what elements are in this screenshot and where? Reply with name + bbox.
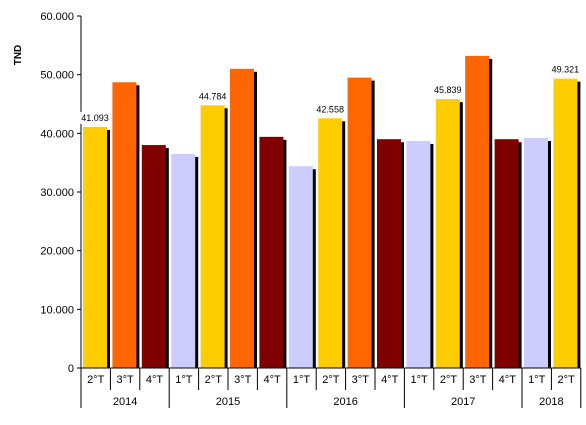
data-label: 42.558 bbox=[316, 104, 344, 114]
x-tick-label: 1°T bbox=[293, 374, 311, 386]
bar-2014-3°T bbox=[112, 82, 137, 368]
x-tick-label: 3°T bbox=[234, 374, 252, 386]
x-tick-label: 1°T bbox=[410, 374, 428, 386]
bar-2016-2°T bbox=[318, 118, 343, 368]
y-tick-label: 60.000 bbox=[40, 11, 74, 23]
x-tick-label: 2°T bbox=[440, 374, 458, 386]
data-label-bg bbox=[78, 111, 112, 124]
x-group-label: 2018 bbox=[539, 396, 563, 408]
bar-2015-1°T bbox=[171, 153, 196, 368]
y-tick-label: 10.000 bbox=[40, 304, 74, 316]
x-tick-label: 1°T bbox=[528, 374, 546, 386]
data-label-bg bbox=[430, 84, 465, 97]
bars: 41.093 44.784 42.558 45.839 49.321 bbox=[78, 55, 583, 369]
bar-2016-3°T bbox=[347, 77, 372, 368]
bar-2015-2°T bbox=[200, 105, 225, 368]
data-label-bg bbox=[548, 63, 583, 76]
x-tick-label: 1°T bbox=[175, 374, 193, 386]
bar-2018-2°T bbox=[553, 78, 578, 368]
x-tick-label: 3°T bbox=[352, 374, 370, 386]
y-tick-label: 20.000 bbox=[40, 246, 74, 258]
x-tick-label: 2°T bbox=[205, 374, 223, 386]
x-tick-label: 4°T bbox=[263, 374, 281, 386]
bar-2015-3°T bbox=[230, 68, 254, 369]
bar-2018-1°T bbox=[524, 138, 548, 368]
x-tick-label: 4°T bbox=[146, 374, 164, 386]
bar-2017-4°T bbox=[494, 139, 519, 368]
data-label-bg bbox=[195, 90, 230, 103]
y-tick-label: 40.000 bbox=[40, 128, 74, 140]
bar-2014-2°T bbox=[83, 126, 107, 368]
y-tick-label: 0 bbox=[68, 363, 74, 375]
data-label: 49.321 bbox=[552, 65, 580, 75]
x-tick-label: 3°T bbox=[469, 374, 487, 386]
data-label: 41.093 bbox=[81, 113, 109, 123]
bar-2017-3°T bbox=[465, 55, 490, 368]
x-tick-label: 4°T bbox=[499, 374, 517, 386]
bar-2017-2°T bbox=[435, 99, 460, 368]
data-label: 44.784 bbox=[199, 91, 227, 101]
x-tick-label: 3°T bbox=[116, 374, 134, 386]
x-group-label: 2014 bbox=[113, 396, 137, 408]
data-label-bg bbox=[313, 103, 348, 116]
x-group-label: 2015 bbox=[216, 396, 240, 408]
x-tick-label: 2°T bbox=[322, 374, 340, 386]
x-axis: 2°T 3°T 4°T 2014 1°T 2°T 3°T 4°T 2015 1°T 2°T 3°T 4°… bbox=[80, 367, 582, 408]
y-tick-label: 30.000 bbox=[40, 187, 74, 199]
y-axis: 0 10.000 20.000 30.000 40.000 50.000 60.000 bbox=[40, 11, 82, 375]
x-tick-label: 2°T bbox=[87, 374, 105, 386]
x-group-label: 2017 bbox=[451, 396, 475, 408]
bar-2014-4°T bbox=[141, 145, 166, 368]
y-axis-label: TND bbox=[13, 45, 24, 66]
x-group-label: 2016 bbox=[333, 396, 357, 408]
y-tick-label: 50.000 bbox=[40, 70, 74, 82]
x-tick-label: 2°T bbox=[557, 374, 575, 386]
bar-2016-1°T bbox=[288, 166, 313, 368]
data-label: 45.839 bbox=[434, 85, 462, 95]
bar-2016-4°T bbox=[377, 139, 401, 368]
bar-2017-1°T bbox=[406, 140, 431, 368]
x-tick-label: 4°T bbox=[381, 374, 399, 386]
bar-2015-4°T bbox=[259, 136, 284, 368]
